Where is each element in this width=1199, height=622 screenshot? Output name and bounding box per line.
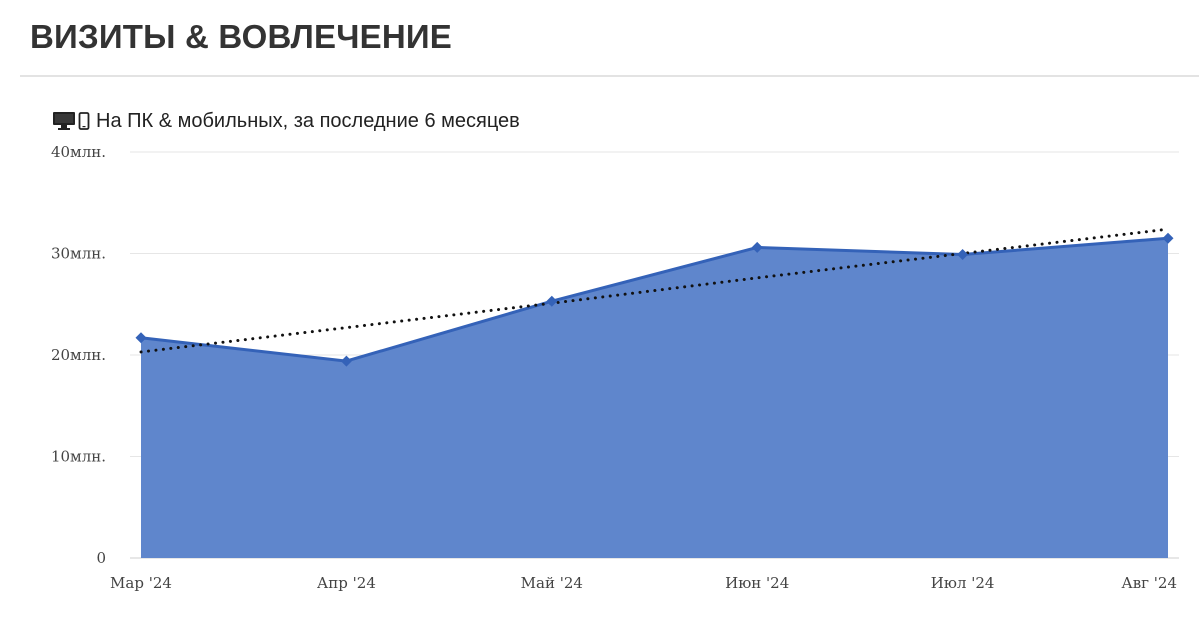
y-tick-label: 10млн.: [51, 448, 106, 466]
area-series: [140, 236, 1169, 558]
chart-subtitle: На ПК & мобильных, за последние 6 месяце…: [52, 108, 520, 134]
x-axis-ticks: Мар '24 Апр '24 Май '24 Июн '24 Июл '24 Авг '…: [110, 574, 1177, 592]
subtitle-text: На ПК & мобильных, за последние 6 месяце…: [96, 109, 520, 132]
y-tick-label: 20млн.: [51, 346, 106, 364]
trendline-path: [139, 227, 1170, 354]
data-markers: [135, 232, 1174, 367]
x-tick-label: Июл '24: [931, 574, 995, 592]
desktop-icon: [53, 112, 75, 130]
x-tick-label: Июн '24: [725, 574, 789, 592]
trendline: [139, 227, 1170, 354]
data-point: [957, 249, 969, 261]
device-icons: [52, 110, 90, 132]
data-point: [751, 241, 763, 253]
y-tick-label: 30млн.: [51, 245, 106, 263]
y-tick-label: 40млн.: [51, 143, 106, 161]
x-tick-label: Авг '24: [1121, 574, 1177, 592]
data-point: [546, 295, 558, 307]
mobile-icon: [78, 112, 90, 130]
series-line: [140, 236, 1169, 363]
section-title: ВИЗИТЫ & ВОВЛЕЧЕНИЕ: [30, 18, 452, 55]
y-axis-ticks: 0 10млн. 20млн. 30млн. 40млн.: [51, 143, 106, 567]
data-point: [1162, 232, 1174, 244]
x-tick-label: Апр '24: [317, 574, 376, 592]
y-tick-label: 0: [96, 549, 106, 567]
x-tick-label: Май '24: [521, 574, 583, 592]
data-point: [135, 332, 147, 344]
data-point: [340, 355, 352, 367]
title-divider: [20, 75, 1199, 77]
x-tick-label: Мар '24: [110, 574, 172, 592]
area-fill: [141, 238, 1168, 558]
